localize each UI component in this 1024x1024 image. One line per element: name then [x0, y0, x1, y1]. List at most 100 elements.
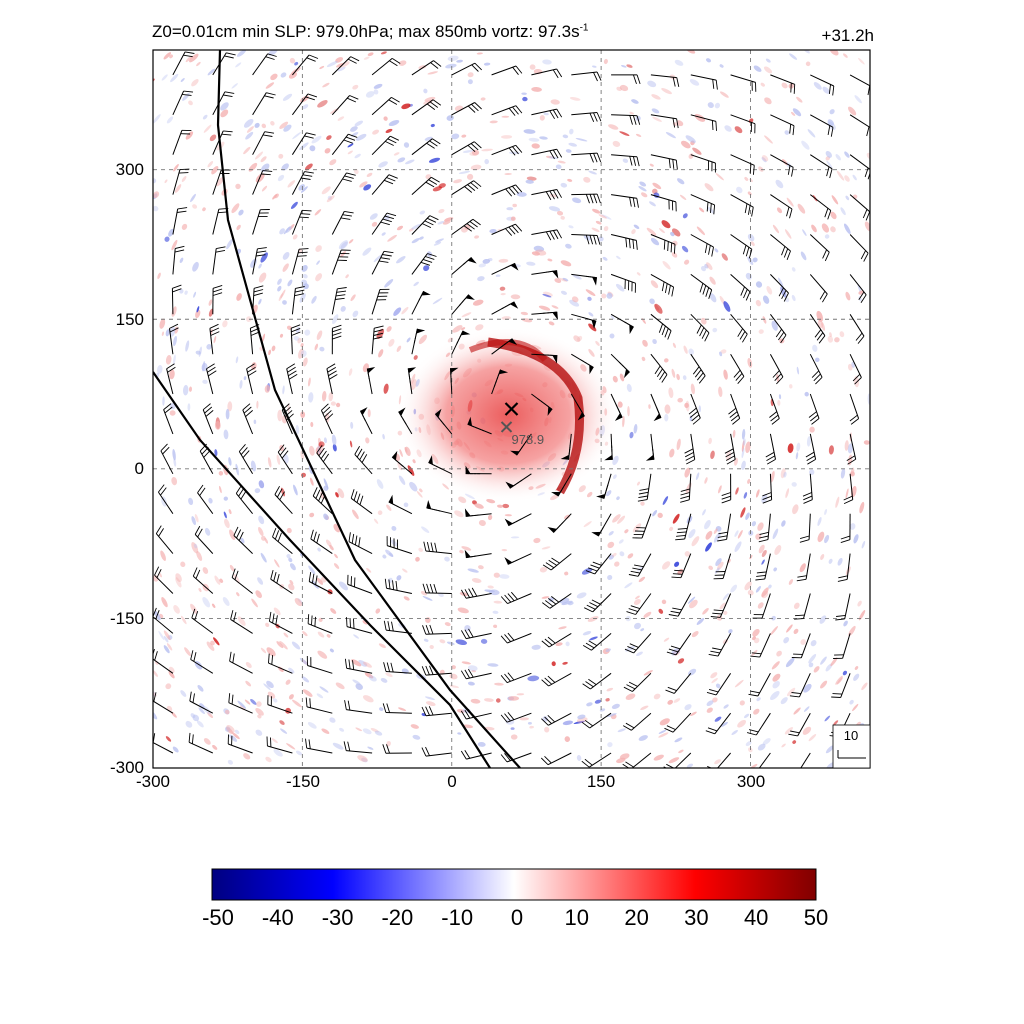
wind-barb-flag — [257, 247, 267, 250]
wind-barb — [716, 752, 731, 768]
wind-barb-flag — [680, 492, 690, 496]
wind-barb-flag — [830, 127, 834, 137]
wind-barb-flag — [253, 285, 264, 289]
vorticity-cell — [180, 78, 185, 82]
wind-barb-flag — [762, 495, 772, 501]
wind-barb — [246, 368, 254, 395]
vorticity-cell — [271, 738, 278, 744]
vorticity-cell — [317, 547, 321, 552]
vorticity-cell — [223, 429, 229, 440]
wind-barb-flag — [511, 521, 516, 525]
wind-barb-flag — [272, 527, 277, 538]
wind-barb-pennant — [614, 413, 623, 421]
wind-barb-flag — [582, 683, 591, 690]
wind-barb-flag — [299, 248, 309, 250]
vorticity-cell — [357, 755, 368, 762]
wind-barb-flag — [546, 404, 550, 408]
wind-barb-flag — [668, 648, 679, 653]
vorticity-cell — [219, 578, 224, 583]
wind-barb-flag — [294, 289, 305, 293]
wind-barb-flag — [210, 327, 220, 333]
vorticity-cell — [806, 436, 811, 447]
wind-barb-flag — [509, 338, 513, 342]
wind-barb — [506, 712, 532, 723]
vorticity-cell — [171, 239, 178, 251]
wind-barb-flag — [324, 410, 332, 418]
vorticity-cell — [844, 175, 850, 182]
vorticity-cell — [316, 260, 320, 265]
wind-barb-flag — [771, 418, 780, 425]
vorticity-cell — [852, 174, 857, 181]
wind-barb — [849, 114, 870, 129]
wind-barb-flag — [843, 495, 853, 501]
wind-barb-flag — [415, 332, 417, 336]
vorticity-cell — [191, 516, 196, 526]
vorticity-cell — [415, 556, 420, 562]
wind-barb-flag — [765, 451, 775, 458]
wind-barb-flag — [866, 126, 870, 137]
vorticity-cell — [687, 596, 696, 604]
wind-barb-flag — [212, 292, 223, 296]
vorticity-cell — [786, 687, 796, 697]
wind-barb-flag — [684, 452, 694, 458]
vorticity-cell — [467, 665, 478, 671]
vorticity-cell — [859, 501, 865, 514]
wind-barb — [274, 494, 293, 515]
wind-barb-flag — [563, 483, 566, 487]
vorticity-cell — [770, 471, 775, 483]
vorticity-cell — [195, 309, 201, 319]
vorticity-cell — [688, 528, 696, 539]
wind-barb — [466, 752, 492, 760]
wind-barb — [507, 632, 532, 644]
vorticity-cell — [192, 204, 198, 209]
wind-barb-flag — [749, 163, 752, 174]
wind-barb-flag — [636, 198, 639, 208]
vorticity-cell — [172, 354, 176, 365]
wind-barb-flag — [467, 145, 476, 153]
vorticity-cell — [573, 720, 586, 724]
vorticity-cell — [273, 607, 281, 616]
vorticity-cell — [387, 234, 397, 242]
wind-barb — [238, 451, 254, 475]
vorticity-cell — [747, 233, 755, 242]
vorticity-cell — [721, 721, 728, 727]
vorticity-cell — [260, 647, 267, 654]
vorticity-cell — [811, 224, 817, 233]
wind-barb-flag — [667, 686, 677, 692]
wind-barb-flag — [234, 570, 239, 580]
vorticity-cell — [594, 699, 602, 704]
wind-barb — [153, 616, 174, 634]
vorticity-cell — [852, 703, 859, 712]
wind-barb-flag — [155, 610, 160, 620]
vorticity-cell — [840, 468, 846, 479]
vorticity-cell — [373, 254, 383, 263]
wind-barb-flag — [277, 444, 285, 453]
wind-barb-flag — [512, 106, 519, 115]
vorticity-cell — [190, 193, 196, 203]
wind-barb — [212, 248, 217, 275]
vorticity-cell — [255, 707, 264, 716]
wind-barb-flag — [680, 499, 690, 503]
vorticity-cell — [231, 83, 238, 89]
vorticity-cell — [548, 206, 561, 212]
wind-barb-flag — [231, 694, 234, 705]
vorticity-cell — [723, 301, 731, 312]
vorticity-cell — [804, 391, 809, 397]
wind-barb-flag — [298, 251, 308, 254]
wind-barb-flag — [185, 51, 195, 54]
wind-barb — [291, 210, 303, 235]
vorticity-cell — [163, 630, 171, 641]
wind-barb-flag — [626, 611, 636, 615]
wind-barb-flag — [829, 168, 833, 179]
wind-barb-flag — [620, 414, 623, 418]
wind-barb-flag — [589, 194, 594, 204]
wind-barb-flag — [177, 207, 188, 210]
vorticity-cell — [826, 160, 833, 169]
wind-barb-pennant — [464, 549, 471, 558]
wind-barb-flag — [193, 652, 197, 662]
vorticity-cell — [358, 660, 368, 667]
vorticity-cell — [258, 480, 265, 489]
wind-barb — [650, 154, 677, 161]
vorticity-cell — [401, 103, 411, 110]
vorticity-cell — [477, 276, 485, 282]
